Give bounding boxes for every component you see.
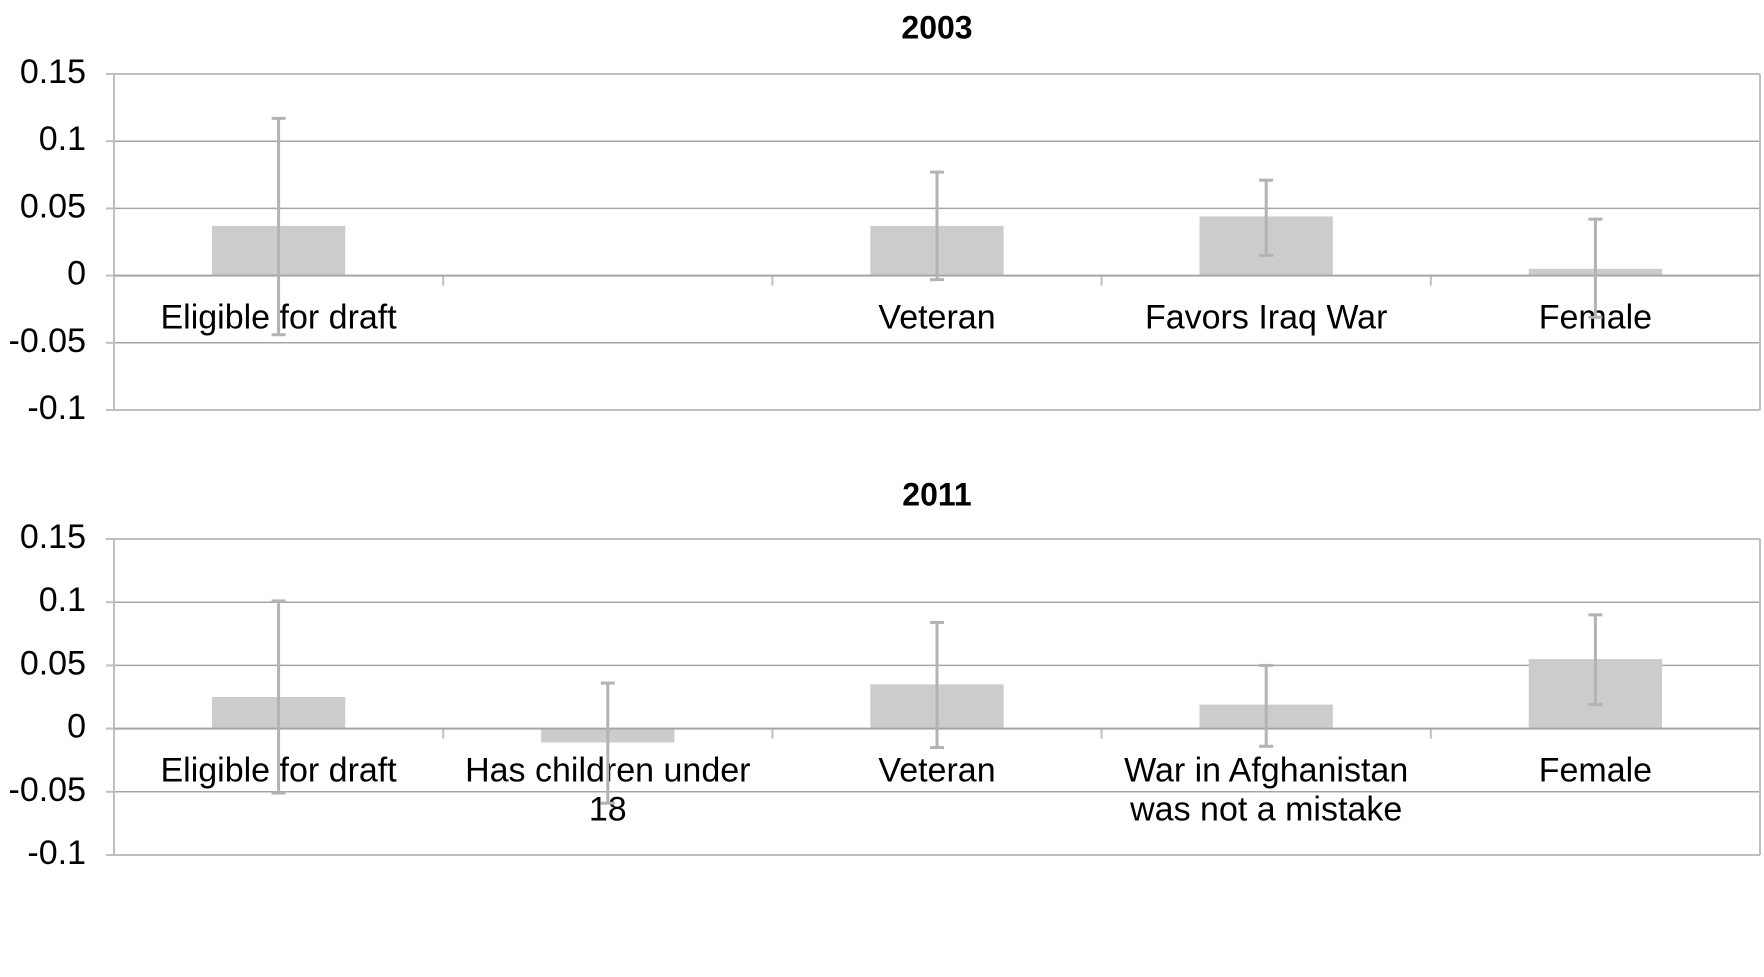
category-label: Female — [1539, 752, 1652, 790]
y-tick-label: -0.05 — [9, 771, 87, 809]
category-label: Favors Iraq War — [1145, 299, 1387, 337]
category-label: War in Afghanistan — [1124, 752, 1408, 790]
y-tick-label: -0.1 — [27, 834, 86, 872]
category-label: Veteran — [878, 752, 995, 790]
y-tick-label: 0.05 — [20, 187, 86, 225]
y-tick-label: 0.05 — [20, 644, 86, 682]
category-label: was not a mistake — [1129, 791, 1402, 829]
chart-title: 2003 — [901, 9, 972, 45]
chart-title: 2011 — [902, 476, 971, 512]
y-tick-label: 0.1 — [39, 120, 86, 158]
y-tick-label: 0.1 — [39, 581, 86, 619]
y-tick-label: 0.15 — [20, 518, 86, 556]
category-label: Veteran — [878, 299, 995, 337]
y-tick-label: 0.15 — [20, 53, 86, 91]
y-tick-label: 0 — [67, 708, 86, 746]
y-tick-label: -0.05 — [9, 322, 87, 360]
y-tick-label: -0.1 — [27, 389, 86, 427]
y-tick-label: 0 — [67, 255, 86, 293]
